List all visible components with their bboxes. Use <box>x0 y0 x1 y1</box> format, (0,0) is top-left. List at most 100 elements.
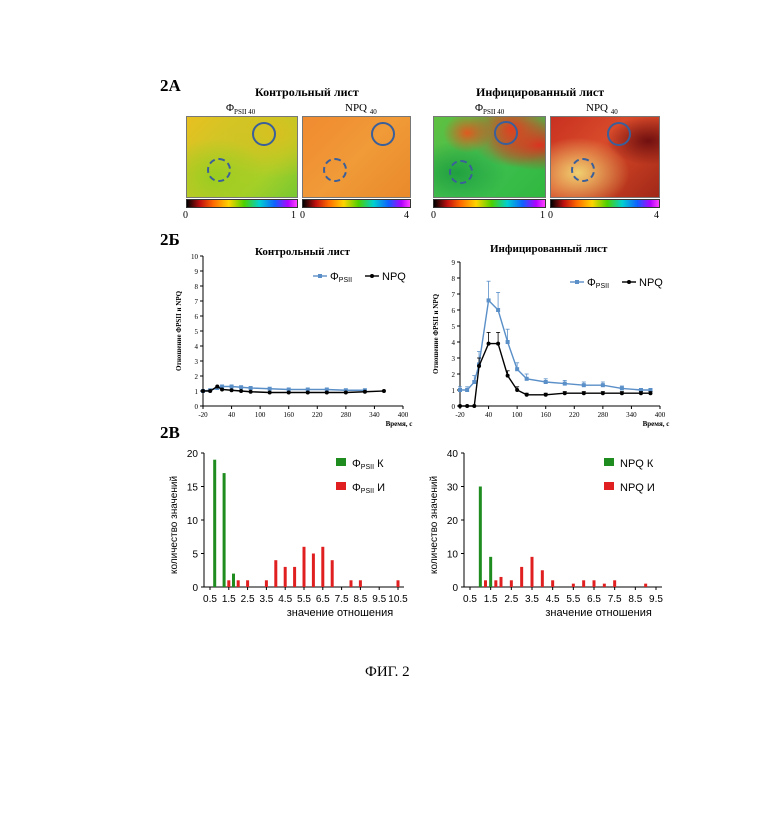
x-axis-label: значение отношения <box>545 607 652 619</box>
y-tick-label: 8 <box>195 283 199 291</box>
y-tick-label: 10 <box>447 550 459 561</box>
data-point <box>458 404 462 408</box>
x-tick-label: 5.5 <box>297 594 311 605</box>
data-point <box>515 388 519 392</box>
x-tick-label: -20 <box>198 411 208 419</box>
data-point <box>325 391 329 395</box>
x-tick-label: 9.5 <box>372 594 386 605</box>
legend-label: NPQ К <box>620 458 654 470</box>
y-tick-label: 7 <box>195 298 199 306</box>
x-tick-label: 2.5 <box>241 594 255 605</box>
y-tick-label: 8 <box>452 275 456 283</box>
y-tick-label: 1 <box>452 387 456 395</box>
histogram-bar <box>213 460 216 587</box>
data-point <box>620 386 624 390</box>
data-point <box>239 389 243 393</box>
data-point <box>601 391 605 395</box>
data-point <box>215 385 219 389</box>
data-point <box>506 374 510 378</box>
data-point <box>465 388 469 392</box>
histogram-bar <box>331 560 334 587</box>
data-point <box>268 391 272 395</box>
histogram-bar <box>644 584 647 587</box>
histogram-bar <box>479 487 482 588</box>
legend-label: NPQ <box>382 271 406 283</box>
legend-marker <box>318 274 322 278</box>
data-point <box>363 390 367 394</box>
data-point <box>465 404 469 408</box>
histogram-bar <box>541 570 544 587</box>
histogram-bar <box>572 584 575 587</box>
histogram-bar <box>494 580 497 587</box>
data-point <box>515 367 519 371</box>
x-axis-label: значение отношения <box>287 607 394 619</box>
y-tick-label: 5 <box>195 328 199 336</box>
histogram-bar <box>613 580 616 587</box>
x-tick-label: 1.5 <box>222 594 236 605</box>
data-point <box>487 298 491 302</box>
histogram-bar <box>551 580 554 587</box>
data-point <box>601 383 605 387</box>
x-tick-label: 8.5 <box>628 594 642 605</box>
series-line <box>460 344 650 406</box>
data-point <box>563 391 567 395</box>
histogram-bar <box>284 567 287 587</box>
histogram-bar <box>520 567 523 587</box>
histogram-bar <box>232 574 235 587</box>
x-tick-label: 5.5 <box>566 594 580 605</box>
y-tick-label: 1 <box>195 388 199 396</box>
data-point <box>230 385 234 389</box>
data-point <box>344 391 348 395</box>
histogram-bar <box>321 547 324 587</box>
histogram-bar <box>359 580 362 587</box>
y-axis-label: Отношение ΦPSII и NPQ <box>175 290 183 371</box>
histogram-bar <box>246 580 249 587</box>
data-point <box>220 388 224 392</box>
histogram-bar <box>500 577 503 587</box>
y-tick-label: 4 <box>195 343 199 351</box>
legend-label: ΦPSII <box>330 271 352 284</box>
x-tick-label: 2.5 <box>504 594 518 605</box>
data-point <box>472 380 476 384</box>
x-tick-label: 100 <box>255 411 266 419</box>
histogram-bar <box>397 580 400 587</box>
x-tick-label: 100 <box>512 411 523 419</box>
data-point <box>620 391 624 395</box>
legend-label: NPQ <box>639 277 663 289</box>
data-point <box>268 387 272 391</box>
histogram-bar <box>303 547 306 587</box>
y-tick-label: 9 <box>452 259 456 267</box>
legend-swatch <box>604 482 614 490</box>
histogram-bar <box>484 580 487 587</box>
legend-swatch <box>604 458 614 466</box>
x-tick-label: 3.5 <box>259 594 273 605</box>
x-tick-label: 40 <box>228 411 236 419</box>
y-tick-label: 3 <box>452 355 456 363</box>
figure-caption: ФИГ. 2 <box>365 664 410 681</box>
x-tick-label: 4.5 <box>278 594 292 605</box>
data-point <box>563 382 567 386</box>
y-tick-label: 30 <box>447 483 459 494</box>
y-tick-label: 2 <box>195 373 199 381</box>
legend-label: ΦPSII К <box>352 458 384 471</box>
data-point <box>639 391 643 395</box>
data-point <box>201 389 205 393</box>
histogram-bar <box>603 584 606 587</box>
x-tick-label: 40 <box>485 411 493 419</box>
x-tick-label: 6.5 <box>587 594 601 605</box>
y-tick-label: 9 <box>195 268 199 276</box>
legend-swatch <box>336 458 346 466</box>
x-tick-label: 0.5 <box>463 594 477 605</box>
x-tick-label: 340 <box>626 411 637 419</box>
data-point <box>496 342 500 346</box>
legend-marker <box>370 274 374 278</box>
y-tick-label: 0 <box>452 583 458 594</box>
histogram-bar <box>265 580 268 587</box>
x-tick-label: 280 <box>341 411 352 419</box>
y-tick-label: 0 <box>195 403 199 411</box>
legend-label: ΦPSII <box>587 277 609 290</box>
histogram-bar <box>223 473 226 587</box>
y-tick-label: 15 <box>187 483 199 494</box>
x-axis-label: Время, с <box>386 420 413 428</box>
data-point <box>525 393 529 397</box>
